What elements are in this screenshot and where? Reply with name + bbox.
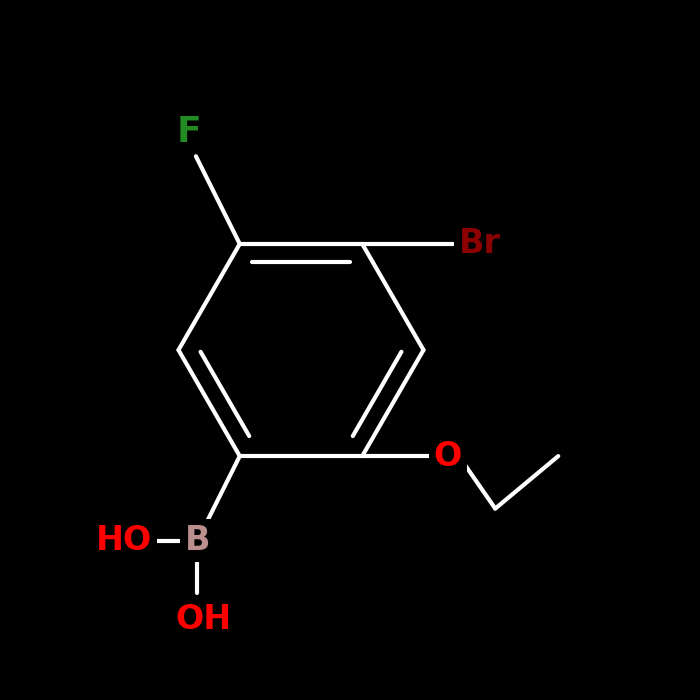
Text: HO: HO [96, 524, 152, 557]
Text: Br: Br [459, 228, 500, 260]
Text: O: O [433, 440, 462, 473]
Text: OH: OH [175, 603, 231, 636]
Text: F: F [176, 115, 202, 149]
Text: B: B [185, 524, 210, 557]
